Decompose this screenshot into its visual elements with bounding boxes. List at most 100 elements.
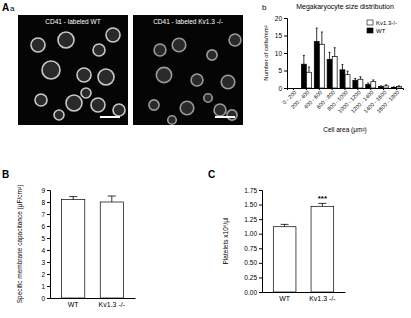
- x-axis-title: Cell area (μm²): [323, 126, 366, 134]
- error-bar: [334, 48, 335, 57]
- cell: [221, 75, 235, 89]
- tick-label: WT: [279, 295, 291, 302]
- bar: [319, 44, 324, 88]
- tick: 1.25: [244, 216, 262, 223]
- bar: [358, 79, 363, 88]
- tick: 1600 - 1800: [375, 88, 400, 114]
- tick: Kv1.3 -/-: [99, 298, 126, 308]
- bar: [307, 72, 312, 88]
- image-frame: [133, 15, 243, 125]
- y-axis-title: Platelets x10⁶/μl: [222, 217, 230, 264]
- error-cap: [393, 86, 395, 87]
- tick: 1.00: [244, 230, 262, 237]
- cell: [149, 100, 159, 110]
- cell: [77, 68, 91, 82]
- error-cap: [354, 78, 356, 79]
- bar: [294, 88, 299, 89]
- tick: 2: [41, 271, 50, 278]
- tick-label: WT: [68, 301, 80, 308]
- tick-label: 5: [278, 67, 282, 74]
- legend-label: WT: [376, 28, 386, 34]
- tick-label: 2: [41, 271, 45, 278]
- error-bar: [360, 77, 361, 79]
- cell: [229, 34, 241, 46]
- error-cap: [281, 224, 289, 225]
- cell: [154, 44, 166, 56]
- tick-label: 0: [278, 85, 282, 92]
- y-axis-title: Specific membrane capacitance (μF/cm²): [16, 185, 24, 304]
- error-cap: [367, 83, 369, 84]
- panel-sublabel: a: [10, 4, 15, 13]
- y-axis: 05101520: [275, 15, 288, 92]
- axis-line: [47, 191, 51, 299]
- error-cap: [329, 52, 331, 53]
- micrograph: CD41 - labeled Kv1.3 -/-: [133, 15, 243, 125]
- cell: [227, 110, 237, 120]
- scale-bar: [215, 116, 235, 118]
- tick: 0.25: [244, 274, 262, 281]
- error-cap: [303, 55, 305, 56]
- tick: 0: [278, 85, 287, 92]
- error-bar: [355, 79, 356, 81]
- tick-mark: [259, 205, 262, 206]
- tick-mark: [47, 202, 50, 203]
- error-bar: [373, 80, 374, 82]
- micrograph: CD41 - labeled WT: [18, 15, 128, 125]
- tick-label: Kv1.3 -/-: [99, 301, 126, 308]
- tick: 15: [275, 32, 287, 39]
- chart: 051015200 - 200200 - 400400 - 600600 - 8…: [262, 3, 404, 134]
- tick-mark: [47, 250, 50, 251]
- y-axis: 0.000.250.500.751.001.251.501.75: [244, 187, 262, 296]
- bar: [289, 88, 294, 89]
- tick-mark: [47, 226, 50, 227]
- error-cap: [334, 47, 336, 48]
- tick-mark: [47, 286, 50, 287]
- cell: [180, 101, 194, 115]
- cell: [204, 94, 213, 103]
- bar: [391, 87, 396, 88]
- tick: 1: [41, 283, 50, 290]
- bar: [273, 227, 296, 292]
- panel-label: b: [262, 3, 267, 12]
- tick: 1.75: [244, 187, 262, 194]
- error-bar: [329, 52, 330, 59]
- tick-label: 1.75: [244, 187, 257, 194]
- tick: 1.50: [244, 201, 262, 208]
- error-bar: [393, 86, 394, 87]
- bar: [62, 200, 85, 298]
- error-cap: [347, 71, 349, 72]
- tick: 0.00: [244, 289, 262, 296]
- bar: [353, 80, 358, 88]
- y-axis: 0123456789: [41, 187, 50, 302]
- tick-label: 9: [41, 187, 45, 194]
- tick-mark: [259, 248, 262, 249]
- axis-line: [284, 19, 288, 89]
- cell: [66, 95, 82, 111]
- tick-mark: [47, 274, 50, 275]
- plot-area: [301, 28, 401, 88]
- error-bar: [322, 203, 323, 206]
- error-bar: [342, 65, 343, 70]
- tick-label: 1.50: [244, 201, 257, 208]
- tick: 3: [41, 259, 50, 266]
- error-bar: [303, 55, 304, 64]
- chart-title: Megakaryocyte size distribution: [296, 3, 394, 11]
- tick-mark: [284, 36, 287, 37]
- figure: AaCD41 - labeled WTCD41 - labeled Kv1.3 …: [0, 0, 411, 318]
- bar: [301, 64, 306, 88]
- tick: 5: [278, 67, 287, 74]
- image-title: CD41 - labeled WT: [45, 18, 100, 25]
- error-cap: [69, 196, 77, 197]
- tick-mark: [284, 88, 287, 89]
- tick-mark: [259, 292, 262, 293]
- tick: 0.50: [244, 259, 262, 266]
- y-axis-title: Number of cells/mm²: [263, 25, 269, 80]
- cell: [106, 28, 120, 42]
- tick: Kv1.3 -/-: [309, 292, 336, 302]
- tick: 6: [41, 223, 50, 230]
- tick: 4: [41, 247, 50, 254]
- cell: [207, 50, 217, 60]
- tick-mark: [259, 277, 262, 278]
- tick-label: 1: [41, 283, 45, 290]
- bar: [314, 41, 319, 88]
